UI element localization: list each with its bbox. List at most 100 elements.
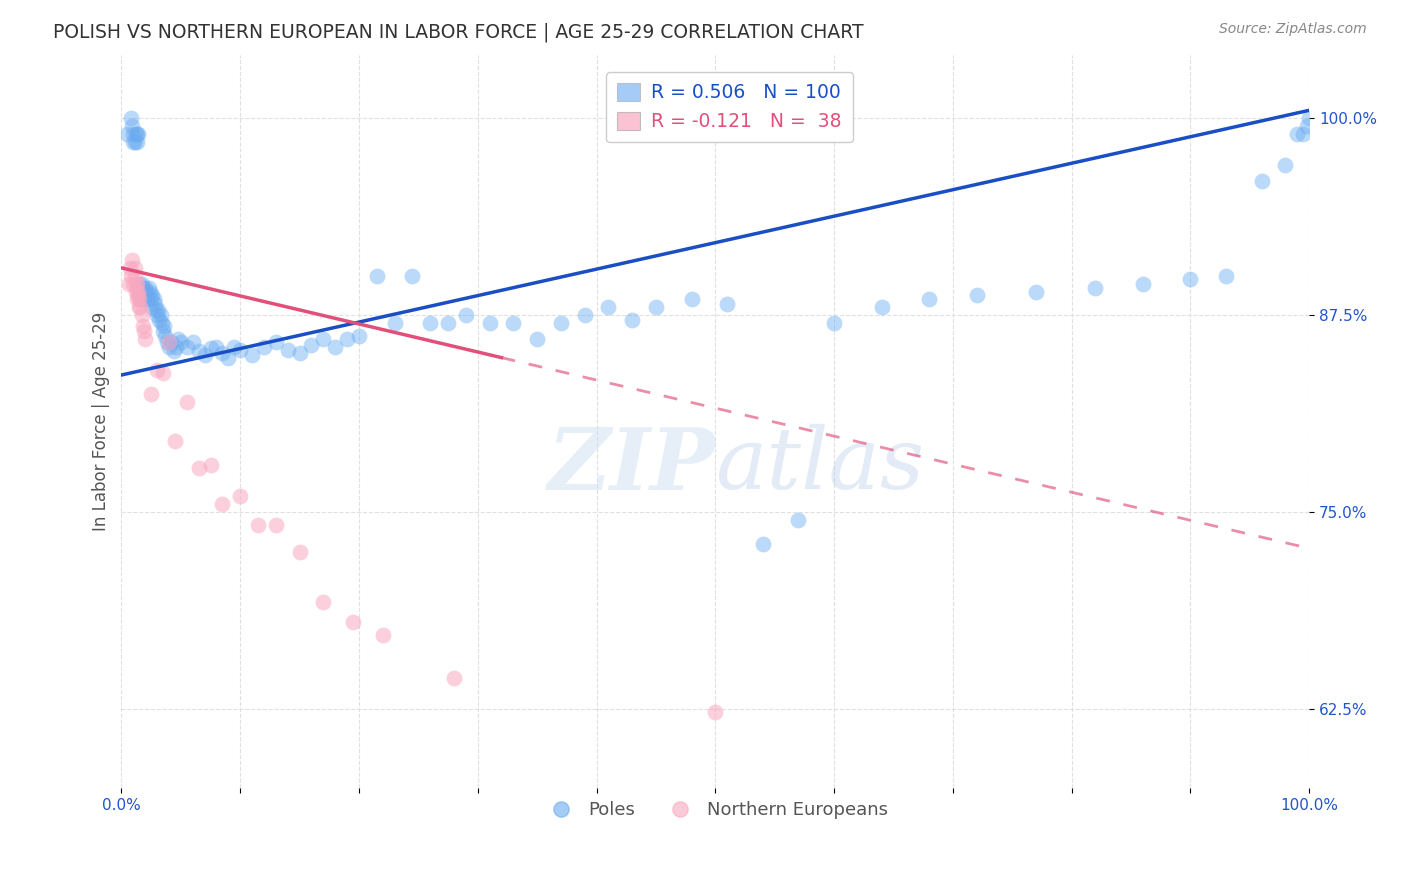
Point [132, 285, 155, 299]
Point [1295, 119, 1317, 133]
Point [165, 340, 187, 354]
Point [124, 135, 146, 149]
Point [167, 332, 190, 346]
Point [124, 268, 146, 283]
Point [132, 287, 155, 301]
Point [157, 334, 180, 349]
Point [211, 346, 233, 360]
Text: Source: ZipAtlas.com: Source: ZipAtlas.com [1219, 22, 1367, 37]
Point [153, 319, 176, 334]
Text: ZIP: ZIP [547, 424, 716, 508]
Point [122, 135, 145, 149]
Legend: Poles, Northern Europeans: Poles, Northern Europeans [536, 794, 896, 827]
Point [121, 119, 143, 133]
Point [128, 300, 150, 314]
Point [681, 293, 703, 307]
Point [125, 277, 148, 291]
Point [148, 313, 170, 327]
Point [217, 351, 239, 365]
Point [125, 135, 148, 149]
Point [125, 127, 148, 141]
Point [187, 461, 209, 475]
Point [117, 127, 139, 141]
Point [121, 252, 143, 267]
Point [127, 127, 149, 141]
Point [247, 517, 270, 532]
Point [645, 300, 668, 314]
Point [122, 277, 145, 291]
Point [752, 536, 775, 550]
Point [347, 328, 370, 343]
Point [145, 303, 167, 318]
Point [1292, 127, 1315, 141]
Point [163, 344, 186, 359]
Point [125, 285, 148, 299]
Point [966, 287, 988, 301]
Point [336, 332, 359, 346]
Point [146, 308, 169, 322]
Point [224, 340, 246, 354]
Point [312, 595, 335, 609]
Point [200, 458, 222, 472]
Point [323, 340, 346, 354]
Point [787, 513, 810, 527]
Point [143, 297, 166, 311]
Point [1215, 268, 1237, 283]
Point [120, 268, 142, 283]
Point [129, 285, 152, 299]
Point [918, 293, 941, 307]
Point [136, 287, 159, 301]
Point [401, 268, 423, 283]
Point [131, 281, 153, 295]
Point [134, 332, 156, 346]
Point [211, 497, 233, 511]
Point [122, 127, 145, 141]
Point [124, 260, 146, 275]
Point [139, 387, 162, 401]
Point [366, 268, 388, 283]
Point [155, 334, 177, 349]
Point [148, 303, 170, 318]
Point [419, 316, 441, 330]
Point [127, 287, 149, 301]
Point [502, 316, 524, 330]
Point [277, 343, 299, 357]
Point [138, 281, 160, 295]
Point [288, 544, 311, 558]
Point [125, 127, 148, 141]
Point [823, 316, 845, 330]
Point [371, 628, 394, 642]
Point [240, 347, 263, 361]
Point [264, 517, 287, 532]
Point [125, 293, 148, 307]
Point [1084, 281, 1107, 295]
Point [526, 332, 548, 346]
Point [704, 705, 727, 719]
Point [200, 341, 222, 355]
Point [342, 615, 364, 630]
Point [150, 316, 173, 330]
Point [135, 285, 157, 299]
Point [1132, 277, 1154, 291]
Point [152, 367, 174, 381]
Point [1025, 285, 1047, 299]
Y-axis label: In Labor Force | Age 25-29: In Labor Force | Age 25-29 [93, 312, 110, 531]
Point [621, 313, 644, 327]
Point [152, 324, 174, 338]
Point [129, 293, 152, 307]
Point [194, 347, 217, 361]
Point [870, 300, 893, 314]
Point [443, 671, 465, 685]
Point [170, 334, 193, 349]
Point [118, 260, 141, 275]
Point [264, 334, 287, 349]
Point [574, 308, 596, 322]
Point [142, 293, 165, 307]
Point [229, 343, 252, 357]
Point [550, 316, 572, 330]
Point [229, 489, 252, 503]
Point [139, 293, 162, 307]
Point [1286, 127, 1309, 141]
Point [176, 340, 198, 354]
Point [187, 344, 209, 359]
